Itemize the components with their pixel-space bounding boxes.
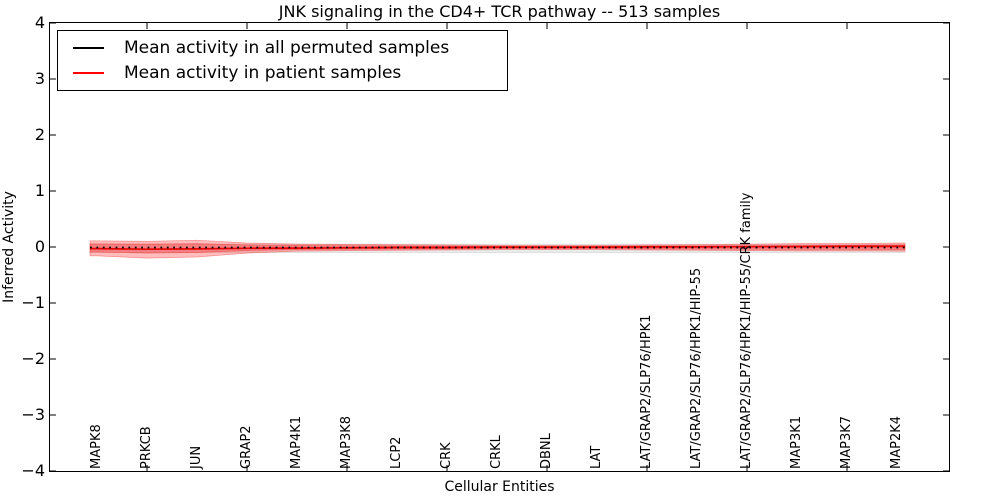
chart-canvas [50,23,949,471]
x-tick-label: DBNL [539,433,554,469]
x-tick-label: LAT [589,445,604,469]
y-tick-label: −3 [21,405,45,424]
x-axis-label: Cellular Entities [444,479,555,495]
plot-area: MAPK8 PRKCB JUN GRAP2 MAP4K1 MAP3K8 LCP2 CRK CRK… [49,22,950,472]
y-tick-label: 1 [34,181,45,200]
legend-line-patient [73,72,104,75]
x-tick-label: MAP3K1 [789,415,804,469]
confidence-band [89,243,906,254]
legend-item: Mean activity in patient samples [58,61,507,85]
x-tick-label: JUN [189,445,204,469]
x-tick-label: MAP4K1 [289,415,304,469]
y-tick-label: 3 [34,69,45,88]
mean-line-patient [90,245,905,251]
chart-title: JNK signaling in the CD4+ TCR pathway --… [278,2,721,21]
legend-line-permuted [73,46,104,49]
x-tick-label: GRAP2 [239,425,254,469]
y-tick-label: 4 [34,13,45,32]
axis-ticks [50,23,949,471]
y-tick-label: −4 [21,461,45,480]
x-tick-label: CRKL [489,435,504,469]
x-tick-label: MAPK8 [89,424,104,469]
x-tick-label: LAT/GRAP2/SLP76/HPK1 [639,314,654,469]
x-tick-label: MAP3K7 [839,415,854,469]
legend-label-permuted: Mean activity in all permuted samples [124,37,450,58]
legend-label-patient: Mean activity in patient samples [124,63,402,84]
x-tick-label: CRK [439,442,454,469]
x-tick-label: LAT/GRAP2/SLP76/HPK1/HIP-55 [689,267,704,469]
x-tick-label: LCP2 [389,436,404,469]
y-tick-label: 2 [34,125,45,144]
x-tick-label: LAT/GRAP2/SLP76/HPK1/HIP-55/CRK family [739,192,754,469]
x-tick-label: PRKCB [139,426,154,469]
confidence-band [89,239,906,259]
x-tick-label: MAP3K8 [339,415,354,469]
y-tick-label: −2 [21,349,45,368]
legend: Mean activity in all permuted samples Me… [57,30,508,91]
legend-item: Mean activity in all permuted samples [58,36,507,60]
x-tick-label: MAP2K4 [889,415,904,469]
y-tick-label: 0 [34,237,45,256]
y-tick-label: −1 [21,293,45,312]
